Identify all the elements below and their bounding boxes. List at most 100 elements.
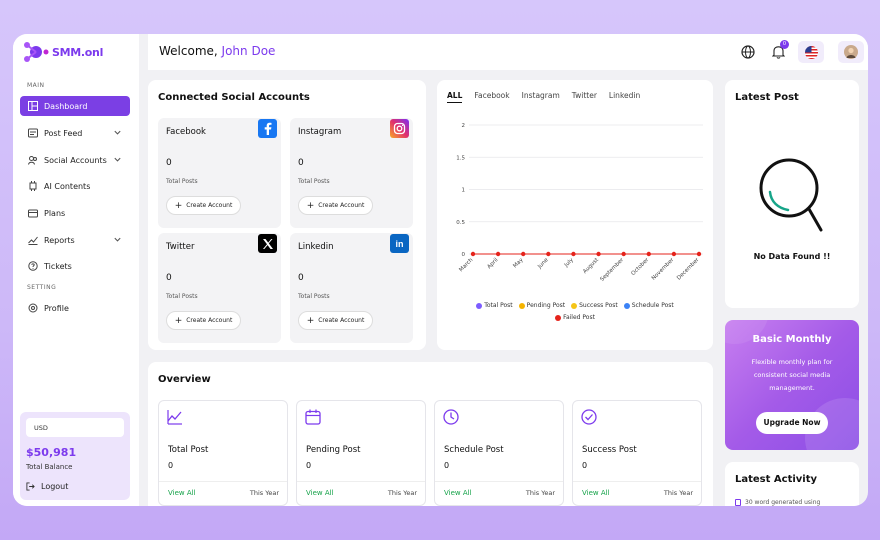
data-point[interactable]	[696, 251, 702, 257]
logout-icon	[26, 482, 35, 491]
account-post-label: Total Posts	[166, 293, 198, 300]
check-circle-icon	[581, 409, 597, 425]
legend-item[interactable]: Success Post	[571, 302, 618, 309]
x-tick-label: November	[651, 257, 676, 282]
sidebar-item-ai-contents[interactable]: AI Contents	[20, 176, 130, 196]
create-account-label: Create Account	[186, 202, 233, 209]
plan-decoration	[725, 320, 859, 450]
data-point[interactable]	[596, 251, 601, 257]
x-tick-label: October	[630, 257, 650, 277]
notifications-button[interactable]: 0	[768, 40, 789, 62]
tab-linkedin[interactable]: Linkedin	[608, 91, 641, 100]
create-account-label: Create Account	[318, 317, 365, 324]
sidebar-item-post-feed[interactable]: Post Feed	[20, 123, 130, 143]
data-point[interactable]	[495, 251, 501, 257]
tab-twitter[interactable]: Twitter	[571, 91, 597, 100]
overview-item-title: Pending Post	[306, 445, 361, 455]
data-point[interactable]	[621, 251, 626, 257]
connected-accounts-card: Connected Social Accounts Facebook 0 Tot…	[148, 80, 426, 350]
overview-item-title: Schedule Post	[444, 445, 504, 455]
sidebar-item-profile[interactable]: Profile	[20, 298, 130, 318]
sidebar-item-label: Profile	[44, 303, 69, 313]
sidebar-item-label: Reports	[44, 235, 75, 245]
overview-item-value: 0	[444, 461, 450, 470]
latest-post-title: Latest Post	[735, 92, 799, 103]
divider	[159, 481, 287, 482]
plan-title: Basic Monthly	[752, 334, 832, 345]
x-tick-label: May	[512, 257, 525, 270]
brand-logo[interactable]: SMM.onl	[21, 40, 103, 64]
globe-icon	[741, 45, 755, 59]
sidebar-item-social-accounts[interactable]: Social Accounts	[20, 150, 130, 170]
create-account-button[interactable]: + Create Account	[298, 196, 373, 215]
user-avatar-button[interactable]	[838, 41, 864, 63]
sidebar-item-dashboard[interactable]: Dashboard	[20, 96, 130, 116]
data-point[interactable]	[521, 251, 526, 257]
data-point[interactable]	[546, 251, 551, 257]
legend-item[interactable]: Failed Post	[555, 314, 595, 321]
logout-button[interactable]: Logout	[26, 482, 68, 491]
account-name: Instagram	[298, 127, 342, 137]
account-post-count: 0	[166, 273, 172, 283]
period-label: This Year	[525, 489, 555, 497]
account-card-facebook: Facebook 0 Total Posts + Create Account	[158, 118, 281, 228]
sidebar-item-tickets[interactable]: Tickets	[20, 256, 130, 276]
y-tick-label: 1.5	[456, 155, 465, 161]
period-label: This Year	[663, 489, 693, 497]
clock-icon	[443, 409, 459, 425]
chart-tabs: ALL Facebook Instagram Twitter Linkedin	[447, 91, 640, 103]
chart-legend-row-1: Total Post Pending Post Success Post Sch…	[437, 302, 713, 309]
sidebar-item-plans[interactable]: Plans	[20, 203, 130, 223]
calendar-icon	[305, 409, 321, 425]
x-tick-label: July	[563, 257, 575, 269]
legend-item[interactable]: Total Post	[476, 302, 513, 309]
currency-select[interactable]: USD	[26, 418, 124, 437]
create-account-label: Create Account	[318, 202, 365, 209]
x-tick-label: December	[676, 257, 701, 282]
view-all-link[interactable]: View All	[168, 489, 196, 497]
view-all-link[interactable]: View All	[444, 489, 472, 497]
posts-chart-card: ALL Facebook Instagram Twitter Linkedin …	[437, 80, 713, 350]
create-account-button[interactable]: + Create Account	[298, 311, 373, 330]
chevron-down-icon	[114, 237, 121, 242]
account-post-label: Total Posts	[298, 178, 330, 185]
balance-value: $50,981	[26, 446, 77, 459]
flag-selector[interactable]	[798, 41, 824, 63]
create-account-button[interactable]: + Create Account	[166, 196, 241, 215]
x-tick-label: March	[458, 257, 474, 273]
tab-facebook[interactable]: Facebook	[474, 91, 510, 100]
activity-text: 30 word generated using	[745, 499, 821, 506]
sidebar: SMM.onl MAIN Dashboard Post Feed Social …	[13, 34, 139, 506]
tab-all[interactable]: ALL	[447, 91, 463, 103]
dashboard-icon	[28, 101, 38, 111]
sidebar-item-label: Post Feed	[44, 128, 83, 138]
view-all-link[interactable]: View All	[306, 489, 334, 497]
data-point[interactable]	[571, 251, 576, 257]
language-globe-button[interactable]	[738, 42, 758, 62]
legend-item[interactable]: Pending Post	[518, 302, 566, 309]
legend-swatch	[555, 314, 562, 321]
sidebar-item-label: AI Contents	[44, 181, 91, 191]
legend-label: Pending Post	[526, 302, 566, 309]
account-name: Facebook	[166, 127, 206, 137]
legend-item[interactable]: Schedule Post	[623, 302, 674, 309]
view-all-link[interactable]: View All	[582, 489, 610, 497]
create-account-button[interactable]: + Create Account	[166, 311, 241, 330]
linkedin-icon: in	[390, 234, 409, 253]
sidebar-item-reports[interactable]: Reports	[20, 230, 130, 250]
chart-line-icon	[167, 410, 182, 425]
tab-instagram[interactable]: Instagram	[521, 91, 560, 100]
data-point[interactable]	[646, 251, 651, 257]
data-point[interactable]	[470, 251, 476, 257]
legend-swatch	[623, 302, 630, 309]
sidebar-item-label: Plans	[44, 208, 66, 218]
legend-swatch	[518, 302, 525, 309]
data-point[interactable]	[671, 251, 677, 257]
x-twitter-icon	[258, 234, 277, 253]
upgrade-now-button[interactable]: Upgrade Now	[756, 412, 828, 434]
logo-icon	[24, 42, 49, 62]
facebook-icon	[258, 119, 277, 138]
period-label: This Year	[387, 489, 417, 497]
overview-card: Overview Total Post 0 View All This Year…	[148, 362, 713, 506]
overview-item-value: 0	[306, 461, 312, 470]
